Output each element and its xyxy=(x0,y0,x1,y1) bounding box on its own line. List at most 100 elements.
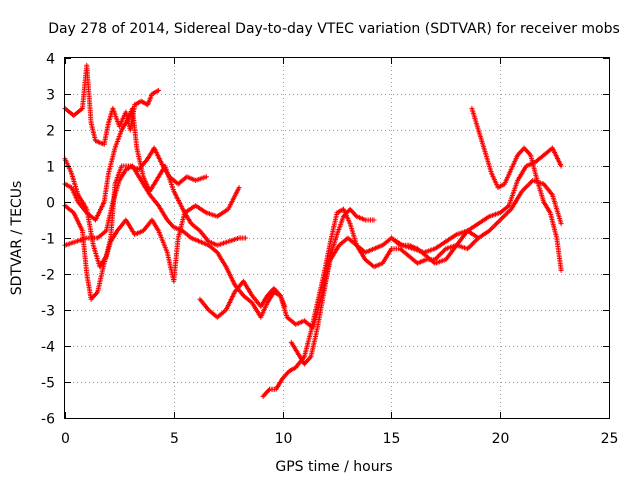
data-point xyxy=(227,240,229,243)
data-point xyxy=(216,244,219,246)
data-point xyxy=(336,233,338,236)
data-point xyxy=(216,316,219,319)
data-point xyxy=(542,154,545,156)
data-point xyxy=(166,251,169,254)
data-point xyxy=(408,244,410,246)
y-tick-label: -4 xyxy=(41,340,55,356)
data-point xyxy=(529,154,532,156)
data-point xyxy=(155,179,158,182)
series-markers xyxy=(388,145,564,266)
x-tick-label: 15 xyxy=(383,431,401,447)
data-point xyxy=(466,248,469,250)
data-point xyxy=(77,201,79,203)
data-point xyxy=(542,201,545,203)
data-point xyxy=(484,150,486,153)
data-point xyxy=(434,262,436,265)
data-point xyxy=(114,147,116,149)
data-point xyxy=(549,212,551,214)
data-point xyxy=(323,291,325,293)
data-point xyxy=(551,194,554,196)
y-tick-label: -5 xyxy=(41,376,55,392)
data-point xyxy=(244,237,247,239)
data-point xyxy=(303,356,306,358)
data-point xyxy=(86,273,88,275)
x-tick-label: 10 xyxy=(275,431,293,447)
data-point xyxy=(342,208,345,210)
axis-ticks: 0 5 10 15 20 25 -6 -5 -4 -3 -2 -1 0 1 2 3 4 xyxy=(41,52,618,448)
data-point xyxy=(181,230,184,232)
data-point xyxy=(516,154,519,156)
data-point xyxy=(290,341,293,344)
data-point xyxy=(532,179,534,182)
data-point xyxy=(281,377,284,380)
x-tick-label: 0 xyxy=(61,431,70,447)
data-point xyxy=(238,186,240,189)
data-point xyxy=(118,179,121,182)
data-point xyxy=(72,114,75,117)
data-point xyxy=(445,258,447,261)
data-point xyxy=(225,309,227,311)
data-point xyxy=(303,320,306,322)
data-point xyxy=(497,186,499,189)
data-point xyxy=(207,244,210,246)
data-point xyxy=(364,251,367,254)
data-point xyxy=(434,258,436,261)
data-point xyxy=(542,183,545,185)
data-point xyxy=(70,172,73,174)
data-point xyxy=(355,215,358,218)
data-point xyxy=(466,230,469,232)
data-point xyxy=(70,186,73,189)
y-tick-label: -6 xyxy=(41,412,55,428)
data-point xyxy=(347,237,349,239)
data-point xyxy=(242,294,245,297)
data-point xyxy=(216,251,219,254)
data-point xyxy=(399,248,401,250)
data-point xyxy=(142,176,145,178)
data-point xyxy=(107,122,110,124)
data-point xyxy=(364,219,367,221)
data-point xyxy=(373,219,375,221)
chart-title: Day 278 of 2014, Sidereal Day-to-day VTE… xyxy=(48,21,620,37)
data-point xyxy=(416,248,419,250)
data-point xyxy=(425,258,428,261)
data-point xyxy=(551,147,554,149)
data-point xyxy=(146,158,149,160)
data-point xyxy=(342,215,345,218)
data-point xyxy=(205,176,208,178)
data-point xyxy=(140,179,142,182)
data-point xyxy=(173,190,175,192)
data-point xyxy=(260,305,262,308)
data-points xyxy=(62,62,564,399)
data-point xyxy=(227,208,229,210)
data-point xyxy=(408,255,410,257)
data-point xyxy=(140,100,142,102)
data-point xyxy=(120,165,123,167)
data-point xyxy=(107,172,110,174)
data-point xyxy=(157,89,160,92)
data-point xyxy=(445,248,447,250)
data-point xyxy=(338,244,341,246)
data-point xyxy=(164,165,166,167)
data-point xyxy=(323,273,325,275)
data-point xyxy=(112,107,114,110)
data-point xyxy=(166,219,169,221)
data-point xyxy=(86,212,88,214)
data-point xyxy=(560,165,562,167)
data-point xyxy=(355,244,358,246)
y-axis-title: SDTVAR / TECUs xyxy=(9,181,25,296)
data-point xyxy=(525,165,528,167)
data-point xyxy=(294,323,297,326)
data-point xyxy=(364,258,367,261)
data-point xyxy=(75,240,77,243)
data-point xyxy=(242,280,245,283)
data-point xyxy=(153,147,155,149)
series-markers xyxy=(260,206,481,399)
data-point xyxy=(279,294,282,297)
data-point xyxy=(116,230,118,232)
x-tick-label: 20 xyxy=(492,431,510,447)
data-point xyxy=(173,280,175,283)
y-tick-label: 3 xyxy=(46,88,55,104)
data-point xyxy=(349,222,351,225)
data-point xyxy=(183,212,186,214)
data-point xyxy=(275,388,277,391)
